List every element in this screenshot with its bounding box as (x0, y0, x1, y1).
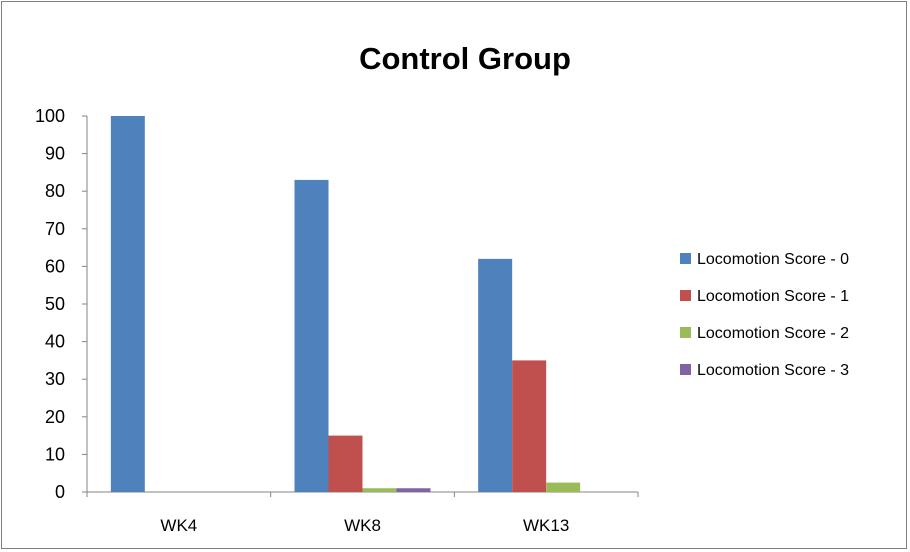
y-tick-label: 70 (45, 219, 65, 239)
y-tick-label: 50 (45, 294, 65, 314)
legend-swatch-1 (680, 290, 691, 301)
y-tick-label: 60 (45, 256, 65, 276)
legend: Locomotion Score - 0 Locomotion Score - 1… (680, 251, 849, 379)
bar-wk13-series-1 (512, 360, 547, 492)
bar-wk4-series-0 (110, 116, 145, 492)
y-tick-label: 90 (45, 144, 65, 164)
bar-wk8-series-0 (294, 179, 329, 493)
y-tick-label: 100 (35, 106, 65, 126)
bar-wk13-series-2 (546, 482, 581, 492)
legend-label-1: Locomotion Score - 1 (697, 288, 849, 305)
y-tick-label: 0 (55, 482, 65, 502)
x-category-label: WK4 (160, 516, 197, 535)
y-tick-label: 20 (45, 407, 65, 427)
bar-wk13-series-0 (478, 258, 513, 492)
bar-wk8-series-3 (396, 488, 431, 492)
y-axis: 0 10 20 30 40 50 60 70 80 90 100 (35, 106, 88, 502)
y-tick-label: 10 (45, 444, 65, 464)
y-tick-label: 30 (45, 369, 65, 389)
x-category-label: WK8 (344, 516, 381, 535)
legend-swatch-3 (680, 364, 691, 375)
y-tick-label: 40 (45, 332, 65, 352)
legend-label-0: Locomotion Score - 0 (697, 251, 849, 268)
chart-title: Control Group (359, 41, 571, 76)
bar-wk8-series-1 (328, 435, 363, 492)
y-tick-label: 80 (45, 181, 65, 201)
x-category-label: WK13 (523, 516, 569, 535)
legend-swatch-0 (680, 253, 691, 264)
bar-wk8-series-2 (362, 488, 397, 492)
bars (110, 116, 581, 493)
x-axis: WK4 WK8 WK13 (86, 491, 639, 535)
legend-swatch-2 (680, 327, 691, 338)
legend-label-2: Locomotion Score - 2 (697, 325, 849, 342)
legend-label-3: Locomotion Score - 3 (697, 362, 849, 379)
